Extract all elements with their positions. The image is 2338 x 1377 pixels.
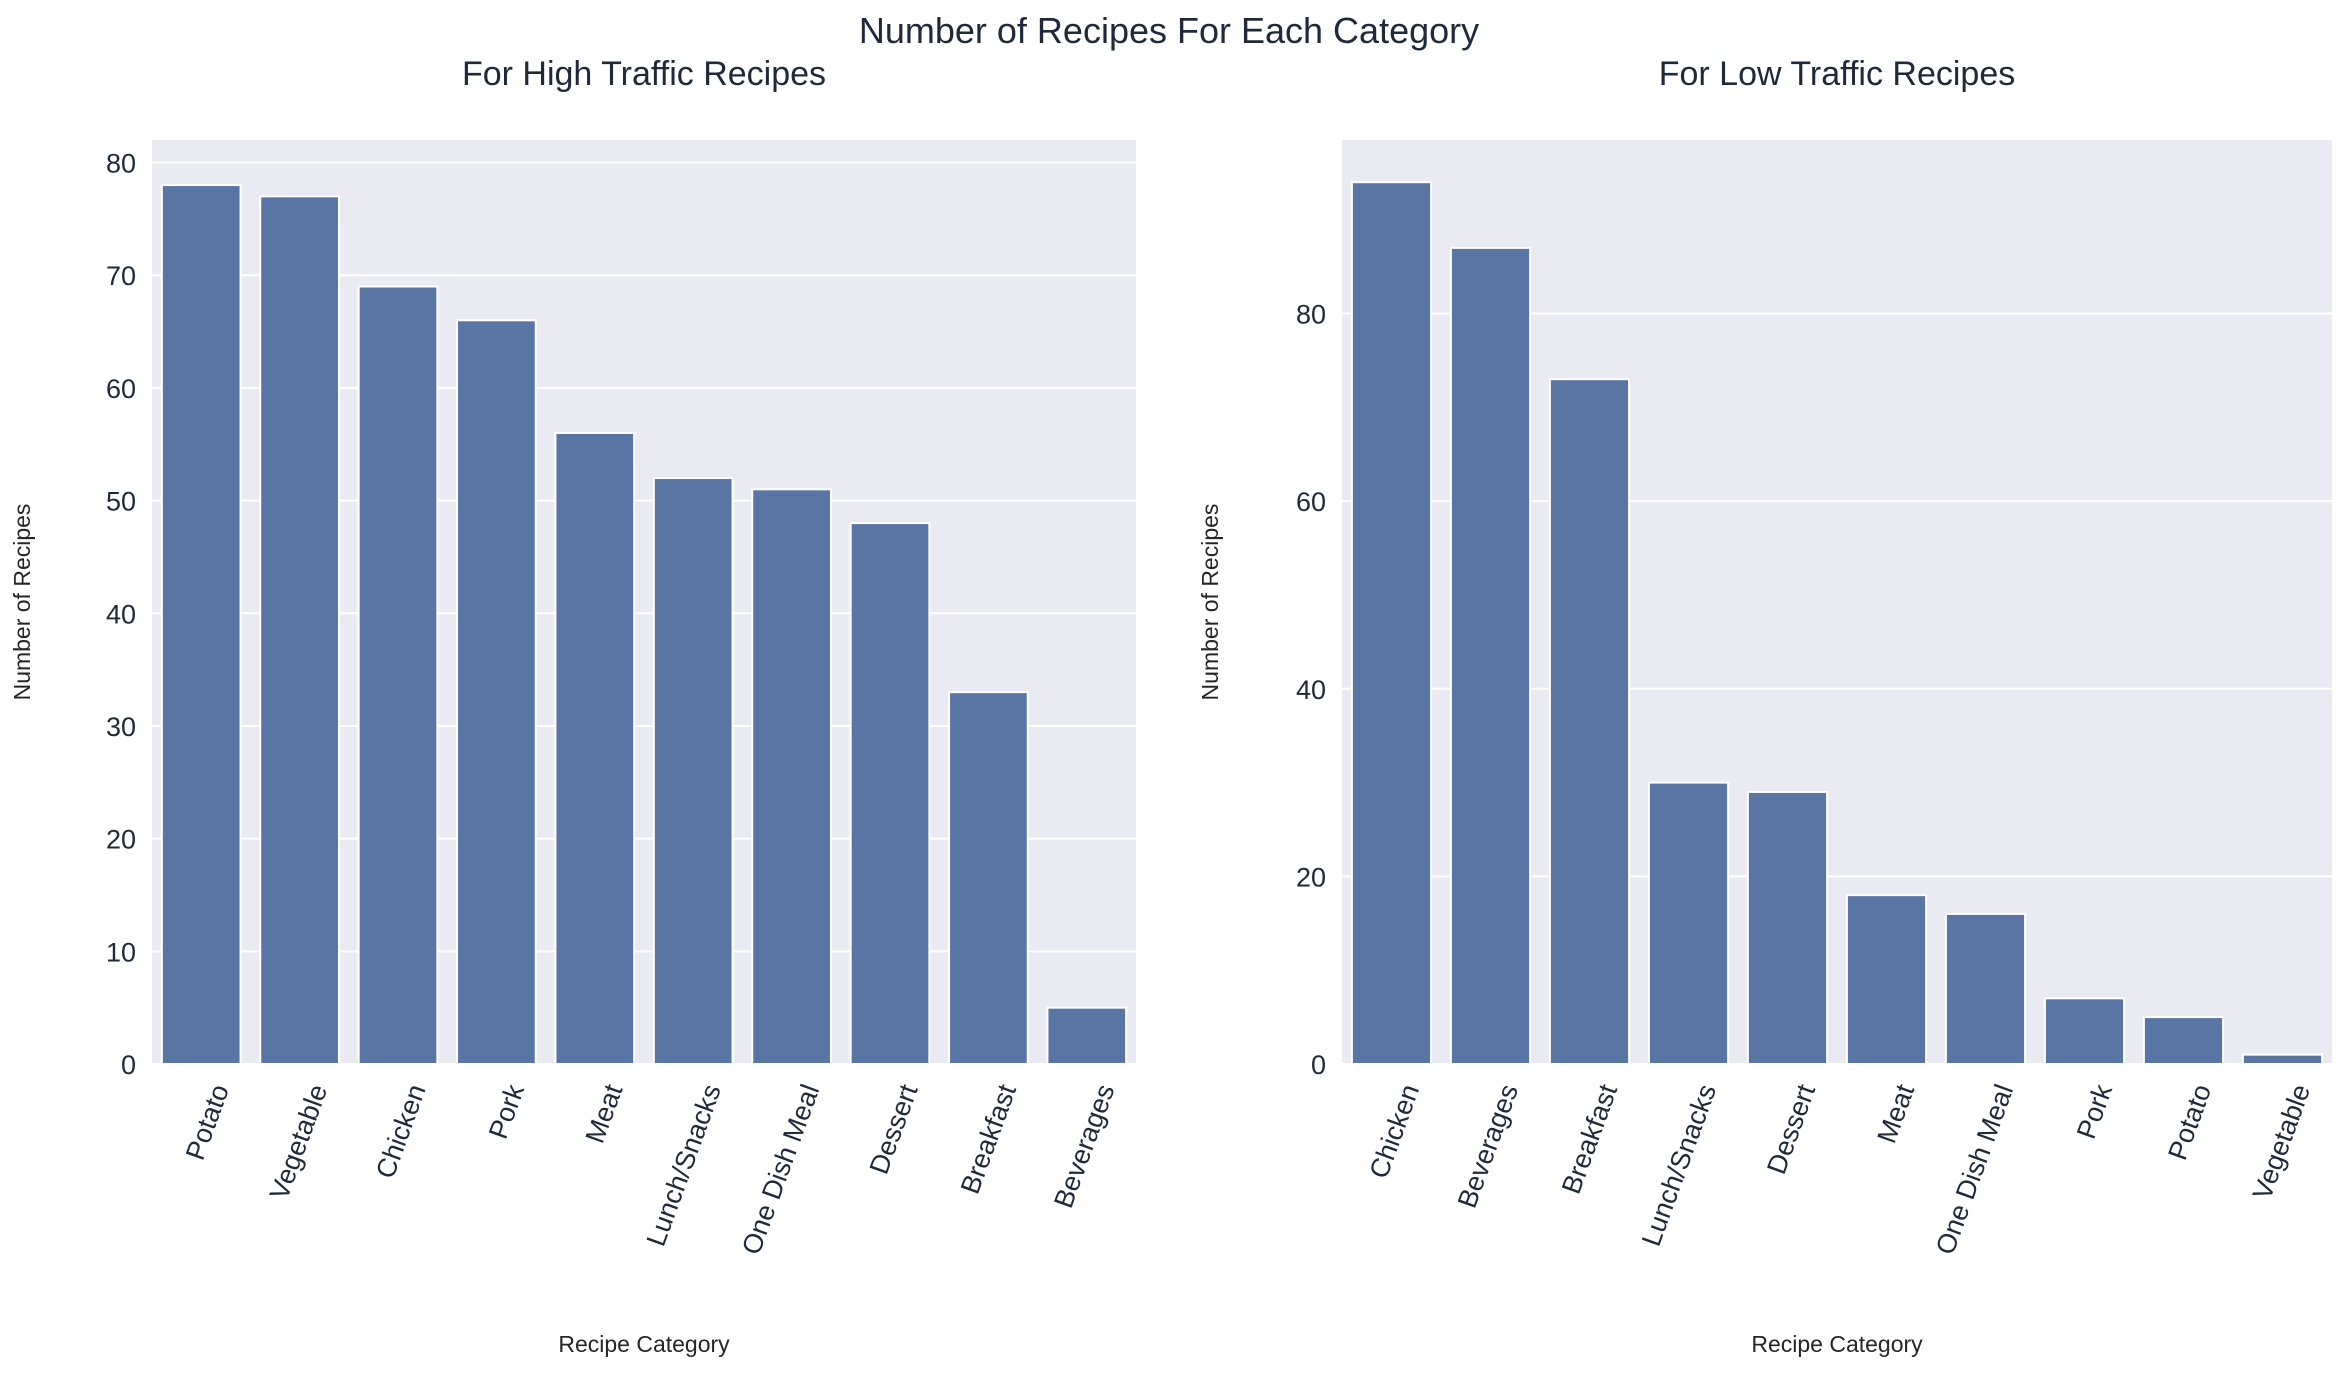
- x-tick-label: Potato: [2162, 1080, 2217, 1164]
- bar-dessert: [1746, 790, 1829, 1066]
- y-tick-label: 40: [106, 599, 136, 629]
- x-tick-label: Dessert: [864, 1080, 924, 1178]
- x-tick-label: Pork: [483, 1080, 530, 1143]
- y-tick-label: 60: [106, 374, 136, 404]
- chart-panel-1: 0 10 20 30 40 50 60 70 80 Potato Vegetable Chicken P…: [9, 55, 1136, 1357]
- y-tick-label: 0: [121, 1050, 136, 1080]
- x-tick-label: Pork: [2071, 1080, 2118, 1143]
- y-tick-label: 30: [106, 712, 136, 742]
- x-tick-label: Chicken: [1364, 1080, 1426, 1182]
- y-tick-label: 20: [106, 825, 136, 855]
- bar-chicken: [357, 285, 439, 1065]
- bar-meat: [1845, 894, 1928, 1066]
- bar-potato: [160, 184, 242, 1065]
- bar-lunch-snacks: [1647, 781, 1730, 1065]
- y-tick-label: 80: [1296, 300, 1326, 330]
- y-axis-label: Number of Recipes: [9, 504, 35, 701]
- chart-panel-2: 0 20 40 60 80 Chicken Beverages Breakfast Lunch/…: [1197, 55, 2332, 1357]
- x-tick-label: Breakfast: [955, 1080, 1022, 1198]
- bar-potato: [2142, 1016, 2225, 1065]
- bar-pork: [2043, 997, 2126, 1065]
- x-tick-label: Breakfast: [1556, 1080, 1623, 1198]
- y-tick-label: 50: [106, 487, 136, 517]
- x-tick-label: Dessert: [1761, 1080, 1821, 1178]
- x-tick-label: Vegetable: [2247, 1080, 2316, 1203]
- x-tick-label: One Dish Meal: [1930, 1080, 2019, 1258]
- bar-meat: [554, 431, 636, 1066]
- x-tick-label: One Dish Meal: [736, 1080, 825, 1258]
- x-tick-label: Chicken: [370, 1080, 432, 1182]
- bar-pork: [456, 319, 537, 1066]
- bar-vegetable: [259, 195, 340, 1065]
- y-axis-label: Number of Recipes: [1197, 504, 1223, 701]
- y-tick-label: 80: [106, 149, 136, 179]
- y-tick-label: 10: [106, 937, 136, 967]
- bar-lunch-snacks: [652, 477, 734, 1065]
- y-tick-label: 20: [1296, 862, 1326, 892]
- y-tick-label: 40: [1296, 675, 1326, 705]
- bar-chicken: [1350, 181, 1433, 1065]
- x-axis-label: Recipe Category: [1751, 1331, 1923, 1357]
- bar-dessert: [849, 522, 931, 1065]
- chart-title: For High Traffic Recipes: [462, 55, 826, 93]
- bar-one-dish-meal: [751, 488, 832, 1065]
- bar-vegetable: [2241, 1053, 2324, 1065]
- bar-one-dish-meal: [1944, 912, 2027, 1065]
- figure-title: Number of Recipes For Each Category: [858, 10, 1480, 51]
- x-tick-label: Lunch/Snacks: [641, 1080, 727, 1250]
- x-tick-label: Meat: [580, 1080, 629, 1147]
- x-axis-label: Recipe Category: [558, 1331, 730, 1357]
- bar-beverages: [1046, 1006, 1128, 1065]
- bar-beverages: [1449, 246, 1532, 1065]
- x-tick-label: Vegetable: [264, 1080, 333, 1203]
- x-tick-label: Potato: [180, 1080, 235, 1164]
- y-tick-label: 60: [1296, 487, 1326, 517]
- bar-breakfast: [948, 691, 1029, 1066]
- x-tick-label: Meat: [1871, 1080, 1920, 1147]
- x-tick-label: Beverages: [1048, 1080, 1120, 1212]
- chart-title: For Low Traffic Recipes: [1659, 55, 2016, 93]
- bar-breakfast: [1548, 378, 1631, 1065]
- y-tick-label: 0: [1311, 1050, 1326, 1080]
- x-tick-label: Beverages: [1452, 1080, 1524, 1212]
- y-tick-label: 70: [106, 261, 136, 291]
- x-tick-label: Lunch/Snacks: [1636, 1080, 1722, 1250]
